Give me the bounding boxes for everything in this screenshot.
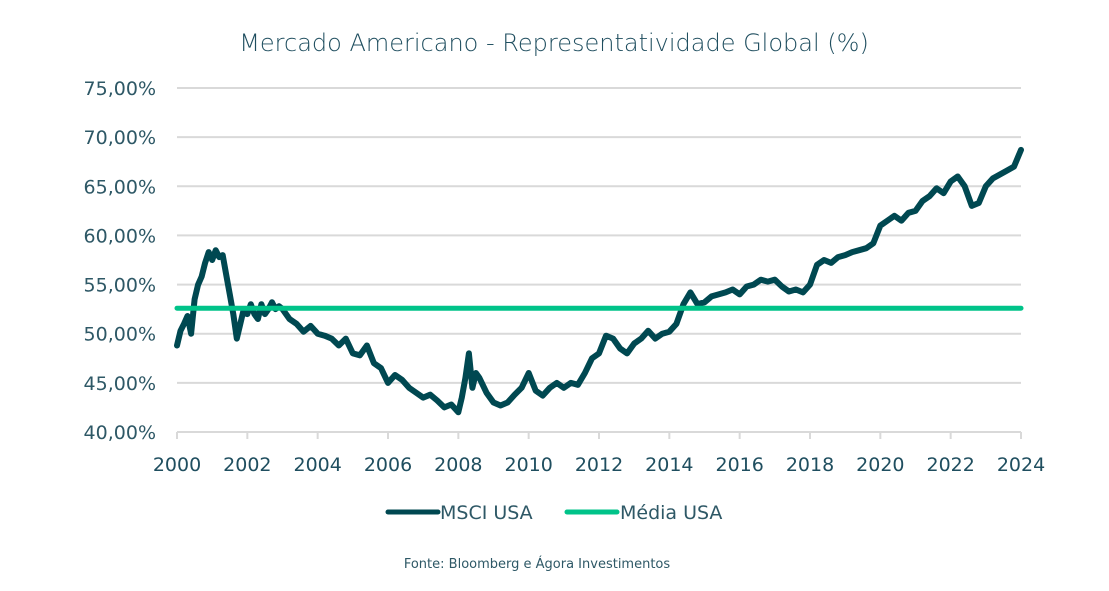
y-tick-label: 55,00% bbox=[84, 275, 156, 297]
gridlines bbox=[177, 87, 1021, 384]
y-tick-label: 70,00% bbox=[84, 127, 156, 149]
y-tick-label: 75,00% bbox=[84, 78, 156, 100]
x-tick-label: 2024 bbox=[997, 454, 1045, 476]
x-tick-label: 2004 bbox=[293, 454, 341, 476]
x-axis: 2000 2002 2004 2006 2008 2010 2012 2014 2016 2018… bbox=[153, 431, 1045, 476]
legend: MSCI USA Média USA bbox=[385, 502, 722, 524]
y-tick-label: 45,00% bbox=[84, 373, 156, 395]
x-tick-label: 2018 bbox=[786, 454, 834, 476]
y-tick-label: 65,00% bbox=[84, 176, 156, 198]
x-tick-label: 2010 bbox=[504, 454, 552, 476]
x-tick-label: 2012 bbox=[575, 454, 623, 476]
y-tick-label: 50,00% bbox=[84, 324, 156, 346]
x-tick-label: 2022 bbox=[926, 454, 974, 476]
series-lines bbox=[174, 146, 1024, 416]
legend-label-msci-usa: MSCI USA bbox=[440, 502, 533, 524]
x-tick-label: 2020 bbox=[856, 454, 904, 476]
chart-title: Mercado Americano - Representatividade G… bbox=[239, 29, 869, 57]
x-tick-label: 2002 bbox=[223, 454, 271, 476]
x-tick-label: 2008 bbox=[434, 454, 482, 476]
x-tick-label: 2000 bbox=[153, 454, 201, 476]
series-line-msci-usa bbox=[174, 146, 1024, 416]
y-axis-ticks: 40,00% 45,00% 50,00% 55,00% 60,00% 65,00% 70,0… bbox=[84, 78, 156, 444]
legend-label-media-usa: Média USA bbox=[620, 502, 722, 524]
x-tick-label: 2014 bbox=[645, 454, 693, 476]
x-tick-label: 2016 bbox=[715, 454, 763, 476]
x-tick-label: 2006 bbox=[364, 454, 412, 476]
source-note: Fonte: Bloomberg e Ágora Investimentos bbox=[404, 556, 671, 572]
y-tick-label: 40,00% bbox=[84, 422, 156, 444]
y-tick-label: 60,00% bbox=[84, 225, 156, 247]
